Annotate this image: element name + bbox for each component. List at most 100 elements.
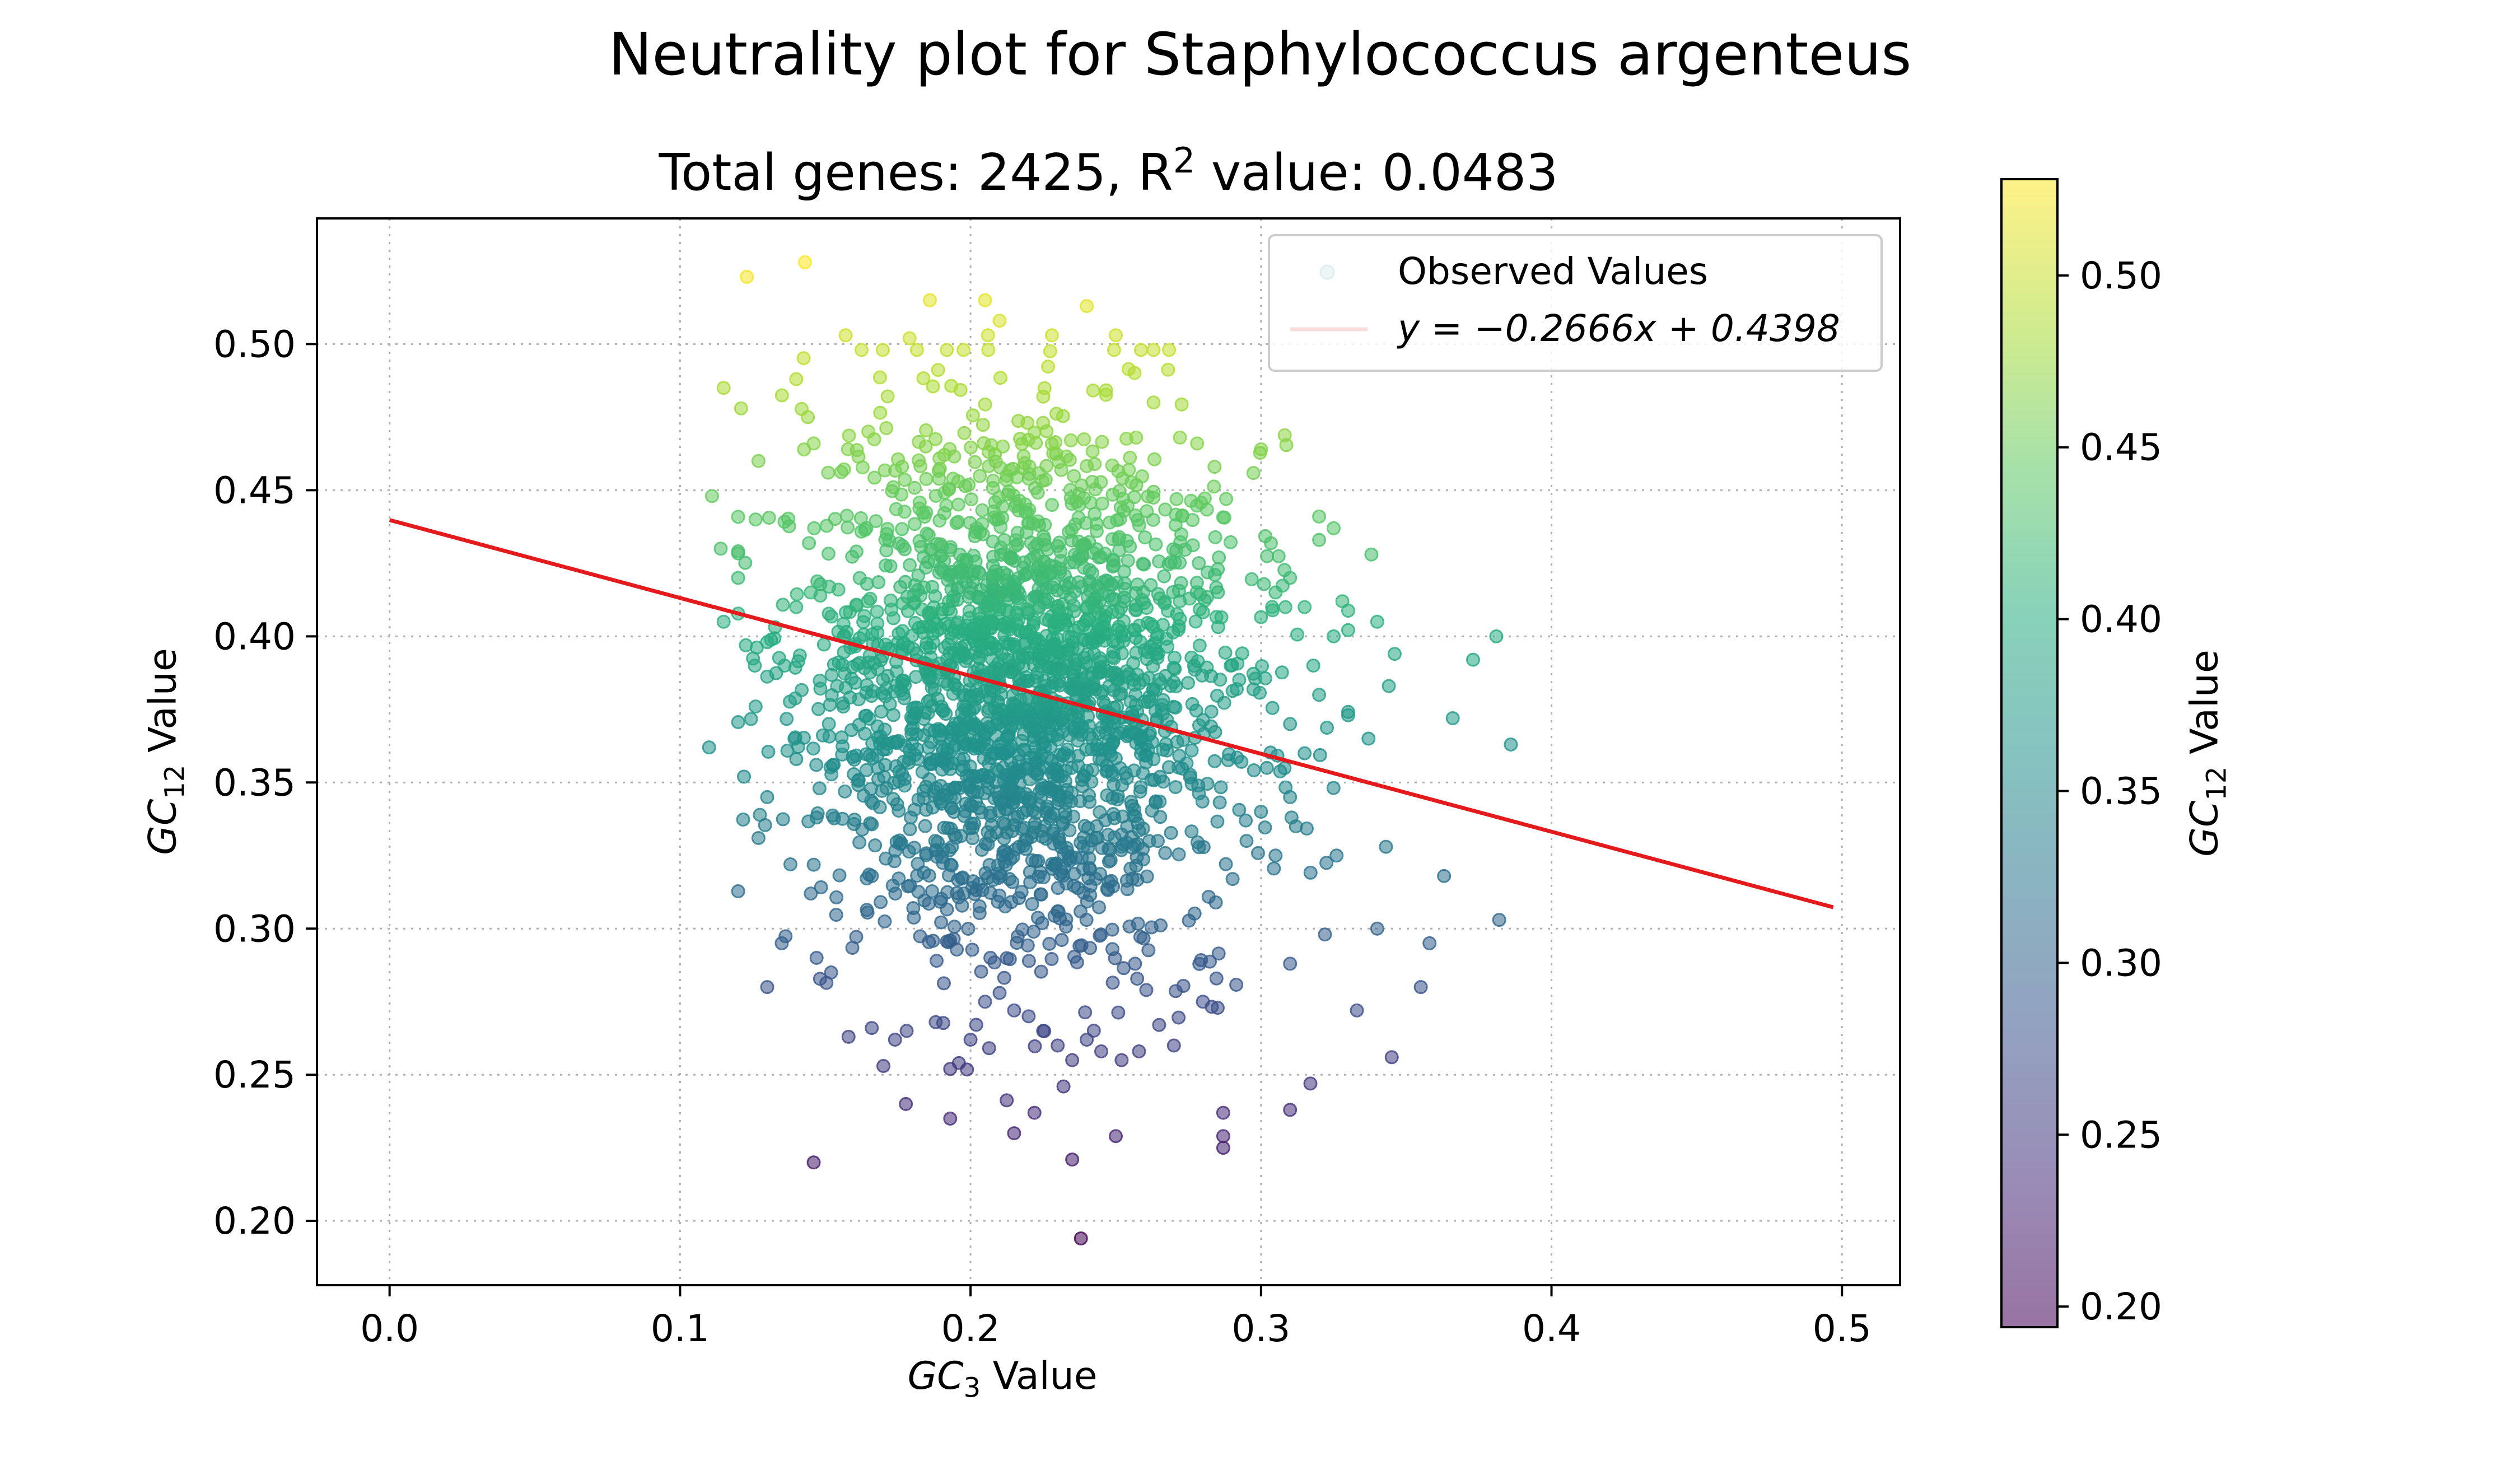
data-point [969, 883, 983, 898]
data-point [923, 641, 937, 655]
data-point [829, 908, 843, 922]
data-point [1150, 834, 1165, 848]
data-point [1020, 803, 1034, 818]
data-point [1225, 872, 1240, 886]
data-point [1192, 602, 1207, 617]
data-point [1076, 618, 1091, 632]
data-point [1312, 533, 1327, 547]
data-point [1260, 549, 1275, 563]
data-point [1132, 1044, 1146, 1058]
data-point [1422, 936, 1437, 950]
x-tick-label: 0.2 [941, 1307, 1000, 1350]
data-point [1445, 711, 1460, 725]
data-point [761, 744, 776, 759]
regression-line [389, 518, 1834, 909]
data-point [1095, 496, 1109, 511]
data-point [1114, 1053, 1129, 1067]
data-point [1181, 675, 1196, 690]
data-point [951, 497, 965, 512]
data-point [1184, 824, 1199, 839]
data-point [1174, 527, 1188, 542]
data-point [1217, 510, 1231, 525]
data-point [969, 1018, 983, 1032]
data-point [1283, 717, 1298, 731]
data-point [1065, 497, 1079, 511]
data-point [918, 819, 932, 833]
data-point [1023, 624, 1037, 638]
data-point [814, 880, 828, 894]
colorbar-tick-label: 0.35 [2080, 770, 2162, 813]
data-point [1067, 724, 1082, 738]
data-point [879, 851, 893, 866]
data-point [1204, 704, 1219, 719]
data-point [1027, 1105, 1042, 1120]
data-point [1229, 977, 1244, 992]
data-point [1105, 922, 1119, 937]
data-point [852, 656, 867, 670]
data-point [968, 455, 982, 469]
data-point [1045, 498, 1060, 512]
data-point [1007, 637, 1021, 652]
data-point [1254, 659, 1269, 674]
data-point [737, 769, 752, 784]
data-point [969, 795, 983, 809]
data-point [1232, 802, 1247, 817]
data-point [874, 704, 889, 719]
data-point [1224, 535, 1238, 549]
data-point [977, 684, 992, 699]
y-axis-label: GC12 Value [141, 648, 191, 855]
data-point [736, 813, 750, 827]
data-point [1054, 933, 1069, 948]
data-point [1192, 786, 1206, 801]
data-point [1027, 426, 1042, 440]
data-point [1002, 605, 1017, 619]
data-point [1021, 954, 1036, 968]
data-point [1041, 660, 1056, 675]
data-point [1004, 895, 1019, 909]
data-point [1492, 913, 1506, 927]
data-point [1095, 435, 1109, 449]
data-point [908, 701, 922, 715]
data-point [1214, 610, 1229, 624]
data-point [1071, 487, 1086, 501]
data-point [1188, 662, 1202, 677]
data-point [991, 711, 1005, 726]
data-point [1009, 533, 1023, 548]
data-point [1239, 813, 1253, 828]
data-point [1011, 839, 1026, 854]
colorbar-tick-label: 0.50 [2080, 254, 2162, 297]
data-point [1152, 554, 1166, 569]
data-point [1117, 594, 1132, 609]
data-point [1158, 846, 1173, 860]
data-point [981, 343, 996, 357]
data-point [1060, 643, 1075, 658]
data-point [1053, 544, 1068, 559]
x-axis-ticks: 0.0 0.1 0.2 0.3 0.4 0.5 [360, 1285, 1872, 1350]
data-point [1196, 840, 1211, 855]
data-point [958, 479, 973, 493]
data-point [1244, 572, 1259, 586]
data-point [1110, 513, 1124, 528]
data-point [1141, 671, 1156, 685]
data-point [1063, 853, 1077, 868]
data-point [1026, 657, 1041, 672]
data-point [1268, 848, 1283, 863]
data-point [731, 715, 745, 730]
data-point [968, 529, 982, 544]
data-point [1033, 642, 1048, 657]
data-point [1437, 869, 1452, 883]
data-point [926, 379, 940, 394]
data-point [916, 626, 931, 640]
data-point [931, 363, 945, 377]
data-point [922, 935, 936, 949]
data-point [1112, 688, 1127, 702]
data-point [1126, 726, 1140, 740]
data-point [872, 370, 887, 385]
data-point [1144, 617, 1158, 632]
data-point [1036, 389, 1051, 404]
data-point [788, 691, 802, 706]
data-point [1086, 546, 1101, 561]
data-point [940, 677, 955, 692]
data-point [1197, 491, 1212, 506]
data-point [1094, 664, 1108, 679]
